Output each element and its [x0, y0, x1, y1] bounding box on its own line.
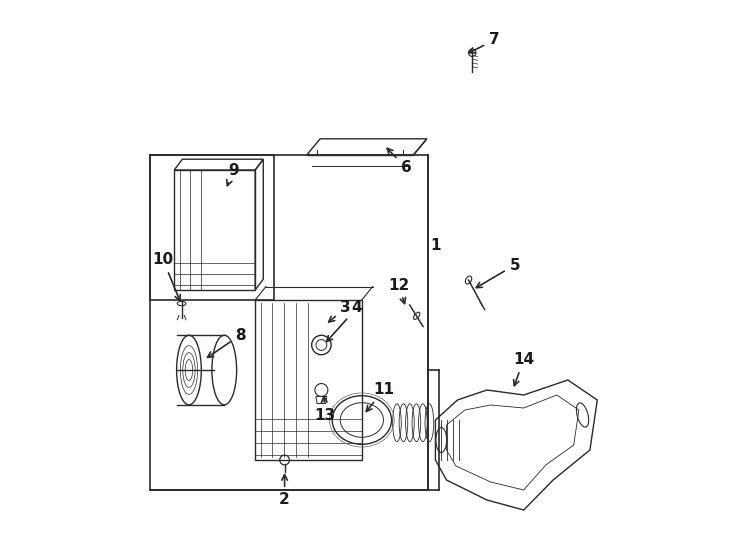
Text: 8: 8 [208, 327, 246, 357]
Text: 14: 14 [513, 353, 534, 386]
Text: 2: 2 [279, 475, 290, 507]
Bar [150, 155, 274, 300]
Text: 12: 12 [388, 278, 410, 303]
Text: 4: 4 [327, 300, 362, 341]
Text: 9: 9 [227, 163, 239, 186]
Text: 3: 3 [329, 300, 351, 322]
Text: 11: 11 [366, 382, 394, 411]
Bar [150, 155, 428, 490]
Text: 13: 13 [314, 397, 335, 422]
Text: 1: 1 [431, 238, 441, 253]
Text: 7: 7 [469, 32, 500, 53]
Text: 5: 5 [476, 258, 520, 288]
Text: 10: 10 [153, 253, 181, 301]
Text: 6: 6 [387, 148, 411, 176]
